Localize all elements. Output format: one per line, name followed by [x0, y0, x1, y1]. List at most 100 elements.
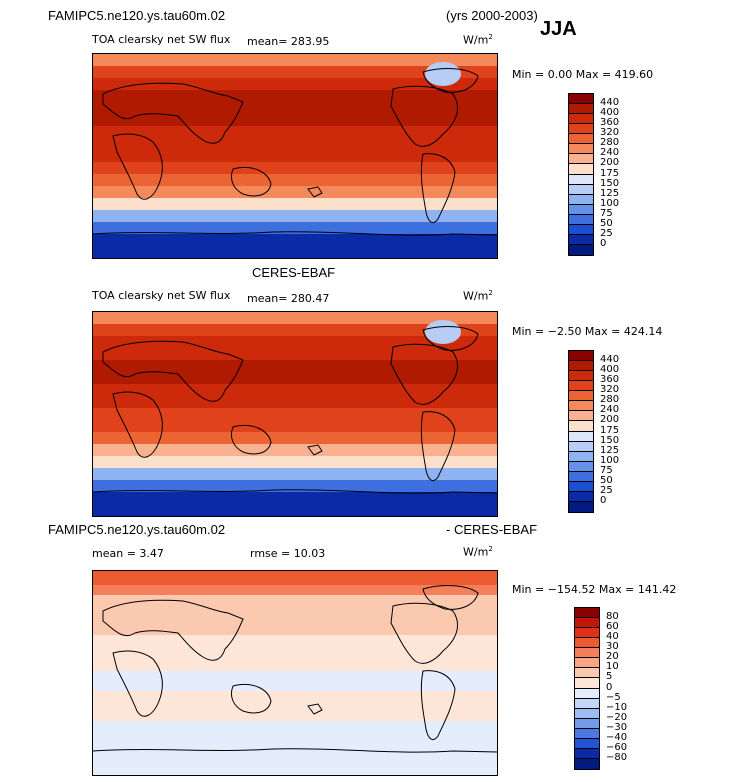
coastline	[102, 340, 244, 402]
latitude-band	[93, 210, 497, 223]
panel3-map-svg	[93, 571, 497, 775]
colorbar-tick-label: −20	[606, 711, 628, 723]
latitude-band	[93, 246, 497, 258]
coastline	[420, 670, 456, 740]
latitude-band	[93, 162, 497, 175]
colorbar-tick-label: 10	[606, 661, 619, 673]
colorbar-tick-label: 200	[600, 414, 620, 426]
latitude-band	[93, 126, 497, 139]
colorbar-cell	[569, 381, 593, 392]
panel2-minmax: Min = −2.50 Max = 424.14	[512, 325, 663, 338]
colorbar-tick-label: 125	[600, 187, 620, 199]
colorbar-cell	[575, 678, 599, 689]
colorbar-cell	[575, 608, 599, 619]
colorbar-cell	[569, 184, 593, 195]
colorbar-tick-label: 40	[606, 631, 619, 643]
colorbar-cell	[575, 628, 599, 639]
latitude-band	[93, 444, 497, 457]
coastline	[422, 585, 479, 610]
colorbar-cell	[569, 441, 593, 452]
colorbar-tick-label: −10	[606, 701, 628, 713]
colorbar-tick-label: 175	[600, 167, 620, 179]
colorbar-cell	[569, 104, 593, 115]
colorbar-cell	[569, 154, 593, 165]
model-name-header: FAMIPC5.ne120.ys.tau60m.02	[48, 8, 226, 23]
colorbar-tick-label: 200	[600, 157, 620, 169]
colorbar-cell	[569, 224, 593, 235]
colorbar-cell	[569, 411, 593, 422]
colorbar-tick-label: 360	[600, 374, 620, 386]
colorbar-tick-label: 240	[600, 404, 620, 416]
panel3-units: W/m2	[463, 545, 493, 559]
colorbar-cell	[569, 481, 593, 492]
greenland-patch	[425, 320, 461, 344]
panel3-map	[92, 570, 498, 776]
panel1-mean: mean= 283.95	[247, 35, 330, 48]
colorbar-cell	[569, 501, 593, 512]
panel2-field-label: TOA clearsky net SW flux	[92, 289, 231, 302]
diff-band	[93, 595, 497, 635]
latitude-band	[93, 396, 497, 409]
greenland-patch	[425, 62, 461, 86]
latitude-band	[93, 150, 497, 163]
colorbar-tick-label: 125	[600, 444, 620, 456]
colorbar-tick-label: 0	[606, 681, 613, 693]
panel3-mean: mean = 3.47	[92, 547, 164, 560]
colorbar-tick-label: 50	[600, 217, 613, 229]
colorbar-tick-label: 440	[600, 97, 620, 109]
panel3-title-right: - CERES-EBAF	[446, 522, 538, 537]
coastline	[390, 602, 458, 664]
panel1-units: W/m2	[463, 33, 493, 47]
panel1-map	[92, 53, 498, 259]
panel2-mean: mean= 280.47	[247, 292, 330, 305]
latitude-band	[93, 114, 497, 127]
coastline	[93, 748, 497, 753]
coastline	[102, 82, 244, 144]
coastline	[422, 326, 479, 351]
diff-band	[93, 571, 497, 585]
years-label: (yrs 2000-2003)	[446, 8, 538, 23]
colorbar-tick-label: 50	[600, 474, 613, 486]
panel1-minmax: Min = 0.00 Max = 419.60	[512, 68, 654, 81]
coastline	[422, 68, 479, 93]
colorbar-tick-label: 25	[600, 484, 613, 496]
colorbar-tick-label: 320	[600, 384, 620, 396]
colorbar-tick-label: −5	[606, 691, 621, 703]
coastline	[390, 85, 458, 147]
colorbar-cell	[569, 471, 593, 482]
colorbar-cell	[569, 351, 593, 362]
colorbar-cell	[569, 174, 593, 185]
panel1-map-svg	[93, 54, 497, 258]
colorbar-tick-label: −40	[606, 731, 628, 743]
colorbar-tick-label: −30	[606, 721, 628, 733]
coastline	[93, 231, 497, 236]
coastline	[307, 703, 323, 715]
coastline	[112, 133, 163, 200]
latitude-band	[93, 186, 497, 199]
coastline	[230, 167, 272, 197]
colorbar-cell	[575, 668, 599, 679]
latitude-band	[93, 456, 497, 469]
coastline	[307, 186, 323, 198]
colorbar-tick-label: 320	[600, 127, 620, 139]
colorbar-tick-label: 80	[606, 611, 619, 623]
colorbar-tick-label: 100	[600, 454, 620, 466]
colorbar-cell	[569, 431, 593, 442]
panel2-map	[92, 311, 498, 517]
colorbar-cell	[569, 391, 593, 402]
colorbar-tick-label: 150	[600, 177, 620, 189]
coastline	[112, 650, 163, 717]
colorbar-cell	[569, 461, 593, 472]
panel2-units: W/m2	[463, 289, 493, 303]
panel1-colorbar	[568, 93, 594, 256]
latitude-band	[93, 102, 497, 115]
colorbar-tick-label: 240	[600, 147, 620, 159]
colorbar-cell	[569, 451, 593, 462]
latitude-band	[93, 432, 497, 445]
season-label: JJA	[540, 18, 577, 40]
latitude-band	[93, 198, 497, 211]
latitude-band	[93, 138, 497, 151]
colorbar-cell	[575, 738, 599, 749]
colorbar-cell	[575, 758, 599, 769]
panel3-title-left: FAMIPC5.ne120.ys.tau60m.02	[48, 522, 226, 537]
